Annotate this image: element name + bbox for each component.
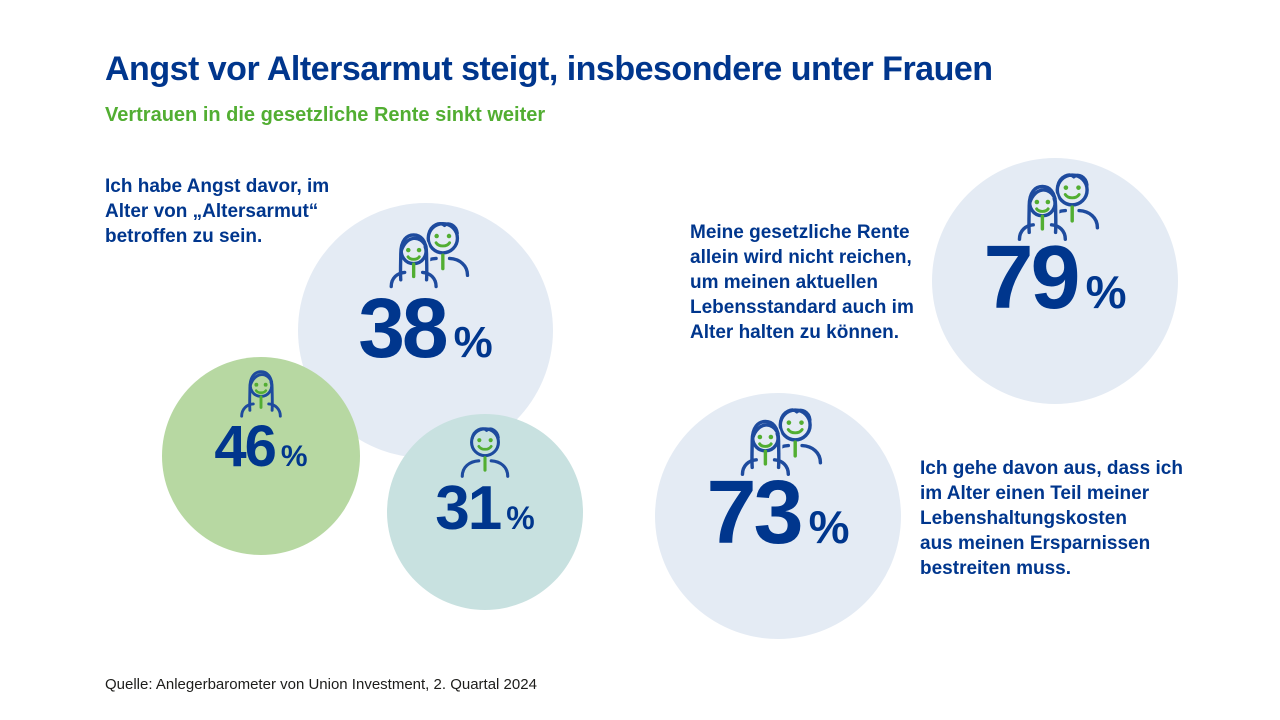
percent-sign: % xyxy=(1085,266,1127,318)
bubble-value-row: 38 % xyxy=(358,281,493,375)
source-note: Quelle: Anlegerbarometer von Union Inves… xyxy=(105,676,537,693)
bubble-31-percent-men: 31 % xyxy=(387,414,583,610)
bubble-value: 38 xyxy=(358,281,448,375)
bubble-value-row: 79 % xyxy=(983,228,1127,328)
page-subtitle: Vertrauen in die gesetzliche Rente sinkt… xyxy=(105,104,546,126)
bubble-value-row: 46 % xyxy=(214,414,308,479)
percent-sign: % xyxy=(453,318,493,367)
statement-angst-altersarmut: Ich habe Angst davor, im Alter von „Alte… xyxy=(105,176,330,247)
percent-sign: % xyxy=(506,500,535,536)
man-icon xyxy=(454,423,516,480)
bubble-46-percent-women: 46 % xyxy=(162,357,360,555)
bubble-value: 46 xyxy=(214,414,276,479)
percent-sign: % xyxy=(280,440,308,473)
bubble-73-percent-couple: 73 % xyxy=(655,393,901,639)
statement-gesetzliche-rente: Meine gesetzliche Rente allein wird nich… xyxy=(690,222,914,343)
statement-ersparnisse: Ich gehe davon aus, dass ich im Alter ei… xyxy=(920,458,1183,579)
bubble-value: 31 xyxy=(435,474,502,543)
bubble-79-percent-couple: 79 % xyxy=(932,158,1178,404)
couple-icon xyxy=(380,219,472,289)
woman-icon xyxy=(232,363,290,419)
percent-sign: % xyxy=(808,501,850,553)
page-title: Angst vor Altersarmut steigt, insbesonde… xyxy=(105,50,993,88)
bubble-value: 79 xyxy=(983,228,1080,328)
bubble-value: 73 xyxy=(706,463,803,563)
bubble-value-row: 73 % xyxy=(706,463,850,563)
bubble-value-row: 31 % xyxy=(435,474,535,543)
